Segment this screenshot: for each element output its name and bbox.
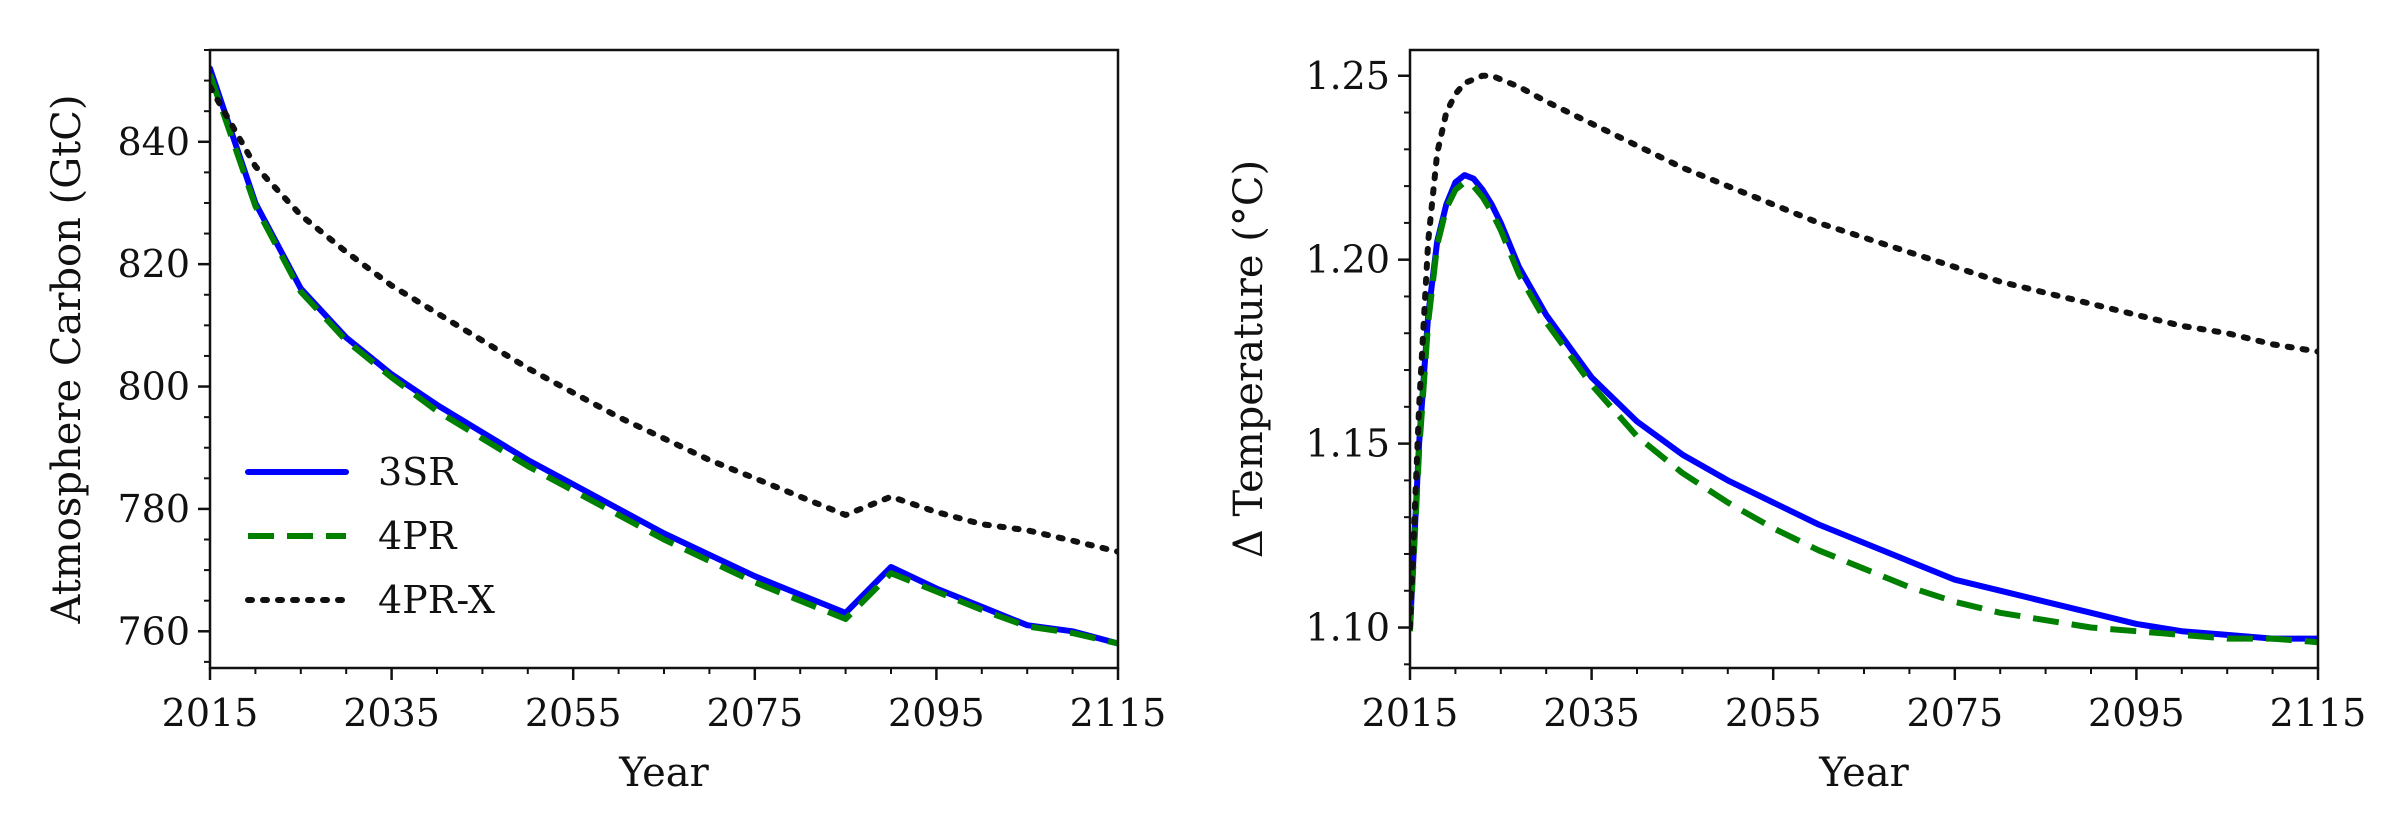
series-line-3sr [1410, 172, 2318, 642]
y-tick-label: 820 [117, 242, 190, 286]
x-tick-label: 2055 [1725, 691, 1822, 735]
x-tick-label: 2075 [1906, 691, 2003, 735]
series-group [1410, 72, 2318, 646]
plot-frame [208, 48, 1120, 670]
y-tick-label: 1.15 [1305, 422, 1390, 466]
x-axis-label: Year [1818, 750, 1909, 796]
x-tick-label: 2115 [1070, 691, 1167, 735]
y-axis-label: Atmosphere Carbon (GtC) [44, 95, 90, 625]
chart-panel-atmosphere-carbon: 2015 2035 2055 2075 2095 2115 760 780 800 820 840 Y… [44, 48, 1167, 796]
legend-label: 4PR-X [378, 578, 495, 622]
x-tick-label: 2035 [343, 691, 440, 735]
x-tick-label: 2035 [1543, 691, 1640, 735]
y-tick-label: 800 [117, 365, 190, 409]
x-tick-label: 2115 [2270, 691, 2367, 735]
x-tick-label: 2015 [1362, 691, 1459, 735]
y-tick-label: 1.20 [1305, 238, 1390, 282]
y-axis-label: Δ Temperature (°C) [1226, 160, 1272, 558]
y-tick-label: 1.10 [1305, 606, 1390, 650]
series-line-3sr [210, 65, 1118, 647]
legend-label: 4PR [378, 514, 458, 558]
y-tick-label: 840 [117, 120, 190, 164]
series-group [210, 65, 1118, 647]
y-tick-label: 760 [117, 609, 190, 653]
x-tick-label: 2095 [888, 691, 985, 735]
legend: 3SR 4PR 4PR-X [245, 450, 495, 622]
series-line-4pr-x [210, 83, 1118, 555]
x-tick-label: 2075 [706, 691, 803, 735]
x-axis-label: Year [618, 750, 709, 796]
y-tick-label: 780 [117, 487, 190, 531]
y-tick-label: 1.25 [1305, 54, 1390, 98]
x-tick-label: 2055 [525, 691, 622, 735]
plot-frame [1408, 48, 2320, 670]
series-line-4pr-x [1410, 72, 2318, 631]
x-tick-label: 2015 [162, 691, 259, 735]
chart-panel-temperature: 2015 2035 2055 2075 2095 2115 1.10 1.15 1.20 1.25… [1226, 48, 2367, 796]
x-tick-label: 2095 [2088, 691, 2185, 735]
legend-label: 3SR [378, 450, 458, 494]
series-line-4pr [210, 73, 1118, 647]
series-line-4pr [1410, 179, 2318, 646]
